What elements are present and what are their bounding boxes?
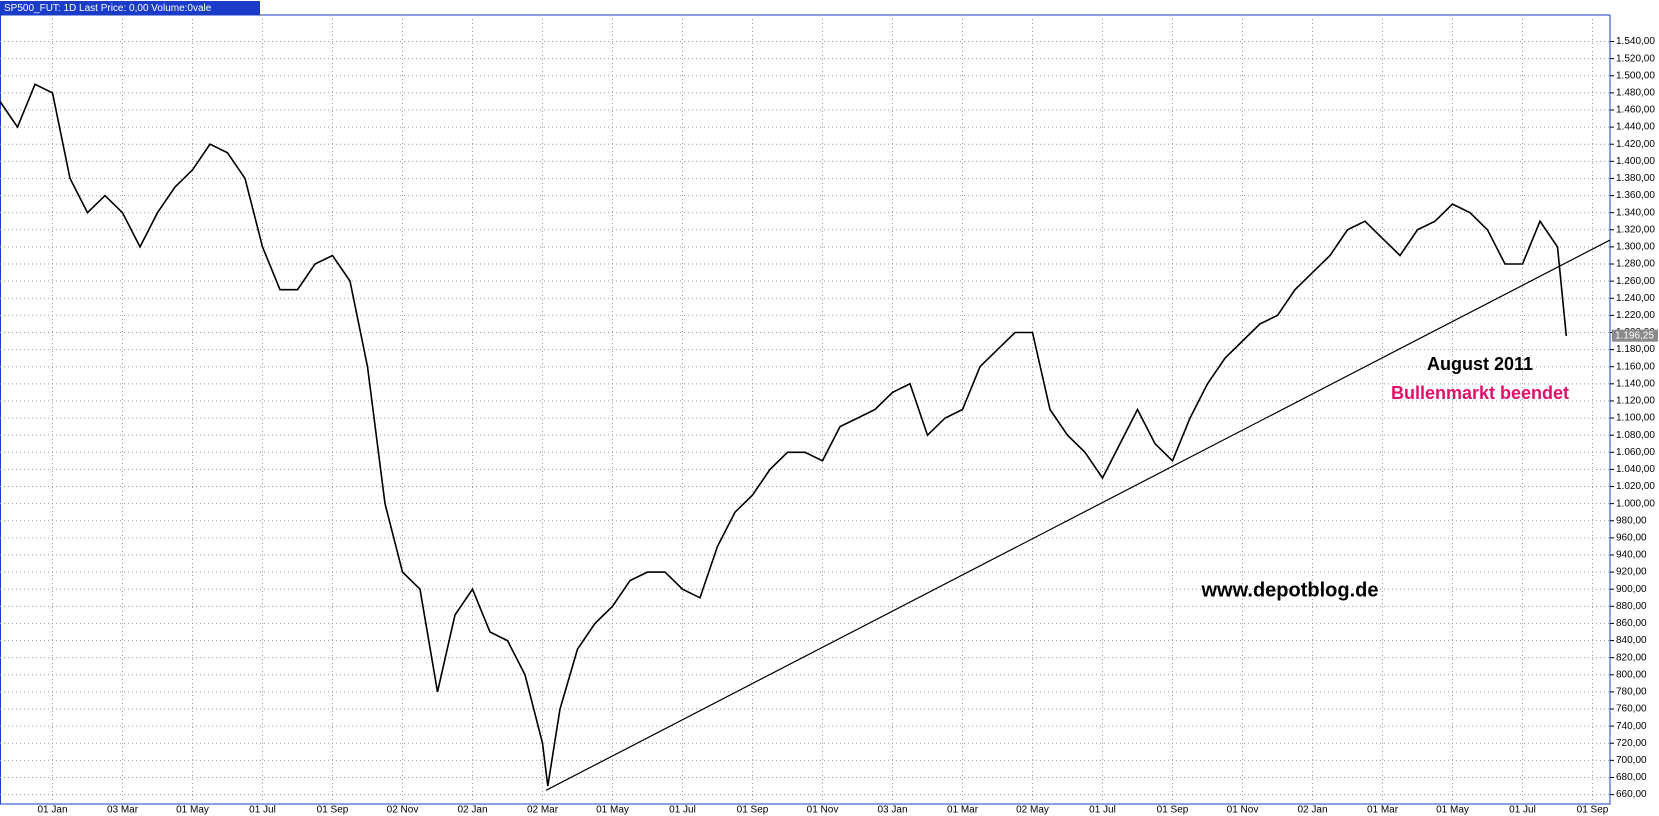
y-tick-label: 900,00 [1616, 584, 1647, 595]
y-tick-label: 760,00 [1616, 704, 1647, 715]
x-tick-label: 01 Nov [807, 805, 839, 816]
x-tick-label: 02 Jan [457, 805, 487, 816]
x-tick-label: 02 May [1016, 805, 1049, 816]
y-tick-label: 1.160,00 [1616, 361, 1655, 372]
x-tick-label: 01 May [1436, 805, 1469, 816]
x-tick-label: 01 Mar [947, 805, 979, 816]
y-tick-label: 740,00 [1616, 721, 1647, 732]
y-tick-label: 1.180,00 [1616, 344, 1655, 355]
y-tick-label: 940,00 [1616, 550, 1647, 561]
y-tick-label: 860,00 [1616, 618, 1647, 629]
x-tick-label: 03 Mar [107, 805, 139, 816]
y-tick-label: 1.060,00 [1616, 447, 1655, 458]
x-tick-label: 01 Mar [1367, 805, 1399, 816]
x-tick-label: 01 Jul [1509, 805, 1536, 816]
y-tick-label: 800,00 [1616, 669, 1647, 680]
y-tick-label: 1.000,00 [1616, 498, 1655, 509]
y-tick-label: 1.360,00 [1616, 190, 1655, 201]
x-tick-label: 01 Jul [669, 805, 696, 816]
y-tick-label: 1.340,00 [1616, 207, 1655, 218]
y-tick-label: 780,00 [1616, 687, 1647, 698]
x-tick-label: 01 May [596, 805, 629, 816]
x-tick-label: 01 May [176, 805, 209, 816]
y-tick-label: 1.040,00 [1616, 464, 1655, 475]
y-tick-label: 1.100,00 [1616, 413, 1655, 424]
y-tick-label: 1.480,00 [1616, 88, 1655, 99]
last-price-label: 1.196,25 [1615, 330, 1654, 341]
header-text: SP500_FUT: 1D Last Price: 0,00 Volume:0v… [4, 3, 212, 14]
y-tick-label: 840,00 [1616, 635, 1647, 646]
annotation: www.depotblog.de [1200, 579, 1378, 601]
y-tick-label: 960,00 [1616, 533, 1647, 544]
y-tick-label: 1.240,00 [1616, 293, 1655, 304]
x-tick-label: 01 Sep [737, 805, 769, 816]
x-tick-label: 01 Jul [249, 805, 276, 816]
annotation: Bullenmarkt beendet [1391, 383, 1569, 403]
y-tick-label: 1.420,00 [1616, 139, 1655, 150]
x-tick-label: 02 Nov [387, 805, 419, 816]
y-tick-label: 1.320,00 [1616, 224, 1655, 235]
y-tick-label: 1.300,00 [1616, 242, 1655, 253]
x-tick-label: 01 Sep [317, 805, 349, 816]
price-line [0, 83, 1568, 787]
y-tick-label: 700,00 [1616, 755, 1647, 766]
annotation: August 2011 [1427, 354, 1533, 374]
x-tick-label: 01 Sep [1157, 805, 1189, 816]
x-tick-label: 02 Mar [527, 805, 559, 816]
x-tick-label: 01 Jul [1089, 805, 1116, 816]
x-tick-label: 01 Sep [1577, 805, 1609, 816]
y-tick-label: 1.140,00 [1616, 378, 1655, 389]
y-tick-label: 1.460,00 [1616, 105, 1655, 116]
y-tick-label: 1.400,00 [1616, 156, 1655, 167]
last-price-box [1612, 329, 1658, 342]
y-tick-label: 1.500,00 [1616, 70, 1655, 81]
y-tick-label: 820,00 [1616, 652, 1647, 663]
y-tick-label: 1.380,00 [1616, 173, 1655, 184]
y-tick-label: 1.120,00 [1616, 396, 1655, 407]
y-tick-label: 980,00 [1616, 515, 1647, 526]
trendline [545, 239, 1611, 791]
y-tick-label: 1.220,00 [1616, 310, 1655, 321]
header-bar [0, 1, 260, 15]
y-tick-label: 1.520,00 [1616, 53, 1655, 64]
y-tick-label: 1.080,00 [1616, 430, 1655, 441]
y-tick-label: 1.540,00 [1616, 36, 1655, 47]
y-tick-label: 680,00 [1616, 772, 1647, 783]
x-tick-label: 01 Jan [37, 805, 67, 816]
y-tick-label: 880,00 [1616, 601, 1647, 612]
y-tick-label: 720,00 [1616, 738, 1647, 749]
y-tick-label: 920,00 [1616, 567, 1647, 578]
y-tick-label: 1.440,00 [1616, 122, 1655, 133]
plot-frame [0, 14, 1611, 805]
x-tick-label: 02 Jan [1297, 805, 1327, 816]
x-tick-label: 03 Jan [877, 805, 907, 816]
y-tick-label: 1.280,00 [1616, 259, 1655, 270]
y-tick-label: 660,00 [1616, 789, 1647, 800]
x-tick-label: 01 Nov [1227, 805, 1259, 816]
y-tick-label: 1.260,00 [1616, 276, 1655, 287]
y-tick-label: 1.020,00 [1616, 481, 1655, 492]
